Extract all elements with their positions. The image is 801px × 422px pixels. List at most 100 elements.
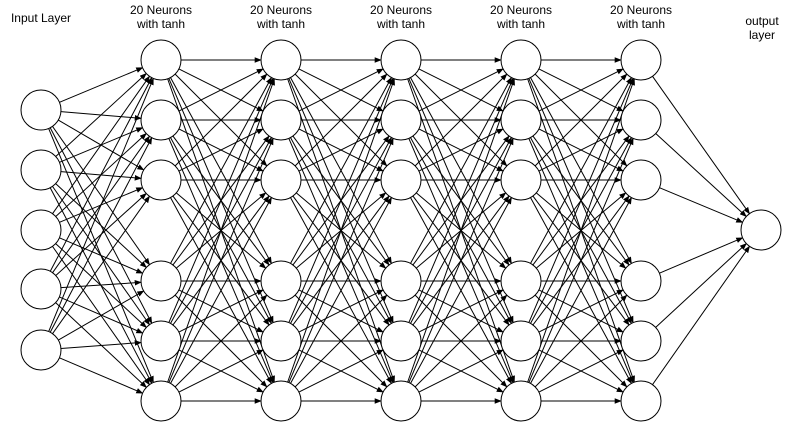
neuron-node — [140, 320, 182, 362]
neuron-node — [20, 149, 62, 191]
connection-edge — [659, 237, 744, 274]
connection-edge — [530, 76, 632, 264]
connection-edge — [59, 67, 144, 103]
connection-edge — [414, 73, 508, 167]
connection-edge — [290, 76, 392, 264]
connection-edge — [288, 137, 394, 383]
neuron-node — [140, 99, 182, 141]
connection-edge — [407, 78, 515, 383]
neuron-node — [380, 260, 422, 302]
neuron-node — [380, 159, 422, 201]
neuron-node — [260, 380, 302, 422]
connection-edge — [538, 68, 624, 112]
connection-edge — [167, 78, 275, 383]
connection-edge — [174, 73, 268, 167]
neuron-node — [620, 99, 662, 141]
neuron-node — [140, 159, 182, 201]
connection-edge — [528, 77, 634, 323]
neuron-node — [380, 380, 422, 422]
connection-edge — [287, 78, 395, 383]
neurons — [20, 39, 782, 422]
connection-edge — [408, 137, 514, 383]
connection-edge — [418, 349, 504, 393]
connection-edge — [655, 133, 747, 217]
connection-edge — [168, 137, 274, 383]
connection-edge — [49, 137, 153, 333]
neuron-node — [140, 39, 182, 81]
connection-edge — [52, 126, 150, 266]
neuron-node — [500, 159, 542, 201]
neuron-node — [500, 99, 542, 141]
layer-label-output: output layer — [745, 14, 779, 42]
connection-edge — [534, 294, 628, 388]
connection-edge — [58, 290, 145, 341]
neuron-node — [500, 39, 542, 81]
connection-edge — [52, 195, 150, 334]
connection-edge — [652, 76, 750, 215]
neuron-node — [620, 260, 662, 302]
connection-edge — [178, 68, 264, 112]
connection-edge — [170, 196, 272, 384]
neuron-node — [140, 260, 182, 302]
connection-edge — [408, 77, 514, 323]
connection-edge — [414, 294, 508, 388]
layer-label-input: Input Layer — [10, 11, 72, 25]
connection-edge — [288, 77, 394, 323]
neuron-node — [20, 268, 62, 310]
connection-edge — [294, 73, 388, 167]
connection-edge — [538, 349, 624, 393]
neuron-node — [140, 380, 182, 422]
layer-label-hidden-5: 20 Neurons with tanh — [609, 3, 673, 31]
neuron-node — [260, 39, 302, 81]
connection-edge — [410, 76, 512, 264]
connection-edge — [49, 77, 153, 272]
connection-edge — [298, 68, 384, 112]
connection-edge — [655, 243, 747, 328]
neuron-node — [260, 260, 302, 302]
connection-edge — [294, 294, 388, 388]
neuron-node — [620, 320, 662, 362]
layer-label-hidden-3: 20 Neurons with tanh — [369, 3, 433, 31]
layer-label-hidden-2: 20 Neurons with tanh — [249, 3, 313, 31]
neuron-node — [20, 329, 62, 371]
connection-edge — [60, 340, 142, 349]
connection-edge — [534, 73, 628, 167]
neuron-node — [380, 99, 422, 141]
connection-edge — [178, 349, 264, 393]
neuron-node — [260, 99, 302, 141]
connection-edge — [170, 76, 272, 264]
connection-edge — [168, 77, 274, 323]
neuron-node — [620, 380, 662, 422]
connection-edge — [59, 237, 144, 274]
connection-edge — [418, 68, 504, 112]
neuron-node — [620, 159, 662, 201]
neuron-node — [20, 209, 62, 251]
connection-edge — [410, 196, 512, 384]
connection-edge — [174, 294, 268, 388]
layer-label-hidden-1: 20 Neurons with tanh — [129, 3, 193, 31]
connection-edge — [528, 137, 634, 383]
connections — [48, 57, 750, 404]
neuron-node — [500, 380, 542, 422]
neuron-node — [260, 320, 302, 362]
neuron-node — [380, 320, 422, 362]
connection-edge — [530, 196, 632, 384]
neuron-node — [500, 260, 542, 302]
neuron-node — [20, 89, 62, 131]
connection-edge — [60, 279, 142, 289]
connection-edge — [659, 187, 744, 223]
connection-edge — [652, 245, 750, 385]
neuron-node — [380, 39, 422, 81]
neuron-node — [260, 159, 302, 201]
connection-edge — [290, 196, 392, 384]
neuron-node — [740, 209, 782, 251]
connection-edge — [55, 73, 147, 157]
connection-edge — [55, 183, 147, 268]
connection-edge — [48, 77, 154, 332]
connection-edge — [52, 75, 150, 214]
layer-label-hidden-4: 20 Neurons with tanh — [489, 3, 553, 31]
connection-edge — [527, 78, 635, 383]
neuron-node — [500, 320, 542, 362]
neuron-node — [620, 39, 662, 81]
